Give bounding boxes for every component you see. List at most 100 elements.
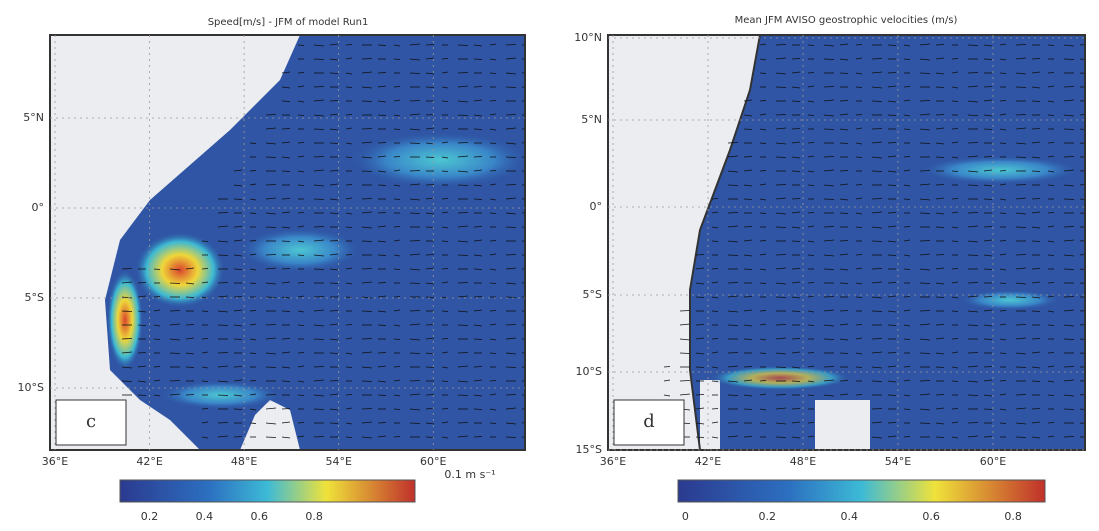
velocity-arrow [282,171,290,172]
velocity-arrow [442,59,448,60]
velocity-arrow [936,45,944,46]
velocity-arrow [234,297,242,298]
velocity-arrow [266,367,276,368]
velocity-arrow [744,129,752,130]
y-tick-label: 0° [590,200,603,213]
velocity-arrow [872,311,882,312]
velocity-arrow [410,213,420,214]
velocity-arrow [298,395,304,396]
velocity-arrow [904,297,910,298]
velocity-arrow [760,283,766,284]
velocity-arrow [474,409,482,410]
velocity-arrow [856,115,862,116]
velocity-arrow [920,241,930,242]
y-tick-label: 5°S [583,288,602,301]
velocity-arrow [936,255,944,256]
velocity-arrow [776,157,786,158]
velocity-arrow [410,283,420,284]
velocity-arrow [122,311,132,312]
velocity-arrow [936,395,944,396]
x-tick-label: 48°E [231,455,257,468]
velocity-arrow [808,45,814,46]
x-tick-label: 54°E [885,455,911,468]
velocity-arrow [250,171,256,172]
velocity-arrow [426,437,434,438]
velocity-arrow [250,283,256,284]
velocity-arrow [888,283,896,284]
velocity-arrow [282,101,290,102]
velocity-arrow [490,241,496,242]
velocity-arrow [728,353,738,354]
velocity-arrow [410,381,420,382]
velocity-arrow [1016,45,1026,46]
velocity-arrow [474,199,482,200]
velocity-arrow [1016,115,1026,116]
velocity-arrow [202,269,208,270]
velocity-arrow [760,423,766,424]
velocity-arrow [362,59,372,60]
velocity-arrow [314,87,324,88]
velocity-arrow [330,423,338,424]
velocity-arrow [506,45,516,46]
x-tick-label: 60°E [420,455,446,468]
velocity-arrow [952,311,958,312]
velocity-arrow [170,311,180,312]
velocity-arrow [506,395,516,396]
velocity-arrow [314,367,324,368]
x-tick-label: 42°E [695,455,721,468]
velocity-arrow [1048,185,1054,186]
velocity-arrow [170,353,180,354]
colorbar-tick-label: 0.8 [305,510,323,523]
velocity-arrow [1048,353,1054,354]
panel-title: Mean JFM AVISO geostrophic velocities (m… [735,15,958,26]
velocity-arrow [984,339,992,340]
velocity-arrow [330,241,338,242]
velocity-arrow [490,143,496,144]
velocity-arrow [808,255,814,256]
velocity-arrow [872,199,882,200]
velocity-arrow [776,185,786,186]
velocity-arrow [394,157,400,158]
velocity-arrow [266,157,276,158]
velocity-arrow [122,381,132,382]
velocity-arrow [792,311,800,312]
velocity-arrow [680,311,690,312]
velocity-arrow [1064,59,1074,60]
velocity-arrow [968,213,978,214]
velocity-arrow [394,297,400,298]
velocity-arrow [474,339,482,340]
velocity-arrow [378,395,386,396]
velocity-arrow [154,339,160,340]
velocity-arrow [282,409,290,410]
velocity-arrow [362,241,372,242]
velocity-arrow [760,143,766,144]
velocity-arrow [170,283,180,284]
colorbar-tick-label: 0.4 [840,510,858,523]
velocity-arrow [1048,325,1054,326]
y-tick-label: 0° [32,201,45,214]
velocity-arrow [1000,171,1006,172]
velocity-arrow [968,45,978,46]
velocity-arrow [362,129,372,130]
velocity-arrow [474,157,482,158]
velocity-arrow [378,353,386,354]
velocity-arrow [218,325,228,326]
velocity-arrow [904,157,910,158]
velocity-arrow [776,325,786,326]
velocity-arrow [824,157,834,158]
velocity-arrow [920,143,930,144]
velocity-arrow [330,311,338,312]
velocity-arrow [920,213,930,214]
velocity-arrow [330,73,338,74]
velocity-arrow [984,367,992,368]
velocity-arrow [154,269,160,270]
velocity-arrow [378,73,386,74]
velocity-arrow [1000,241,1006,242]
x-tick-label: 48°E [790,455,816,468]
velocity-arrow [1016,297,1026,298]
velocity-arrow [952,269,958,270]
velocity-arrow [458,353,468,354]
velocity-arrow [346,115,352,116]
velocity-arrow [904,59,910,60]
velocity-arrow [218,213,228,214]
